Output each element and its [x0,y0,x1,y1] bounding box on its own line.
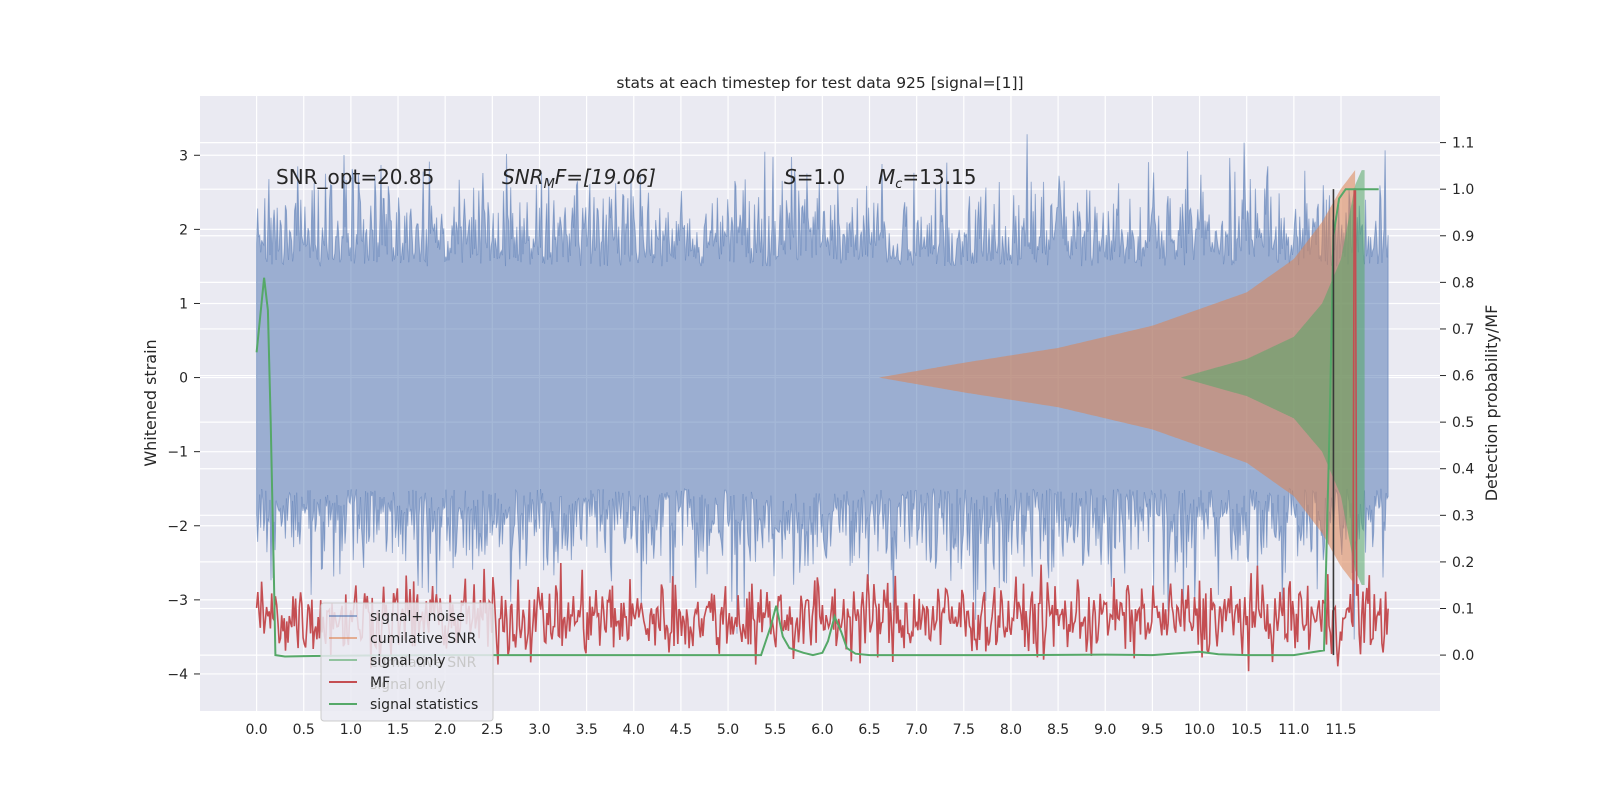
annotation-snr-mf-sub: M [544,177,555,192]
x-tick-label: 10.0 [1184,722,1215,738]
x-tick-label: 3.0 [528,722,550,738]
annotation-s: S=1.0 [784,165,845,189]
chart-title: stats at each timestep for test data 925… [616,74,1023,92]
x-tick-label: 1.5 [387,722,409,738]
annotation-mc: Mc=13.15 [878,165,976,192]
y2-tick-label: 0.3 [1452,508,1474,524]
x-tick-label: 5.5 [764,722,786,738]
series-cumulative-snr [878,170,1356,585]
annotation-snr-opt: SNR_opt=20.85 [276,165,434,189]
x-tick-label: 0.5 [293,722,315,738]
annotation-snr-mf-base: SNR [502,165,544,189]
tick-labels: 0.0 0.5 1.0 1.5 2.0 2.5 3.0 3.5 4.0 4.5 5.0 5.5 6.0 6… [167,136,1474,738]
x-tick-label: 2.0 [434,722,456,738]
y2-tick-label: 0.4 [1452,462,1474,478]
y-tick-label: 0 [179,371,188,387]
x-tick-label: 6.5 [858,722,880,738]
x-tick-label: 3.5 [575,722,597,738]
x-tick-label: 10.5 [1231,722,1262,738]
legend-ghost-label: cumilative SNR [370,655,477,671]
x-tick-label: 2.5 [481,722,503,738]
x-tick-label: 11.0 [1278,722,1309,738]
y2-tick-label: 1.1 [1452,136,1474,152]
annotation-mc-sub: c [895,177,902,192]
annotation-mc-var: M [878,165,895,189]
y2-tick-label: 0.9 [1452,229,1474,245]
annotation-snr-mf: SNRMF=[19.06] [502,165,656,192]
x-tick-label: 8.0 [1000,722,1022,738]
y2-tick-label: 0.6 [1452,369,1474,385]
y2-tick-label: 0.8 [1452,275,1474,291]
annotation-s-var: S [784,165,797,189]
x-tick-label: 5.0 [717,722,739,738]
legend-label-signal-statistics: signal statistics [370,697,478,713]
y2-tick-label: 0.2 [1452,555,1474,571]
legend: cumilative SNR signal only signal+ noise… [320,602,494,722]
annotation-mc-val: =13.15 [902,165,976,189]
x-tick-label: 7.0 [906,722,928,738]
y2-tick-label: 0.0 [1452,648,1474,664]
x-tick-label: 8.5 [1047,722,1069,738]
legend-label-signal-noise: signal+ noise [370,609,465,625]
x-tick-label: 4.0 [623,722,645,738]
y-tick-label: 1 [179,296,188,312]
legend-ghost-label: signal only [370,677,445,693]
legend-label-signal-only: signal only [370,653,445,669]
y2-tick-label: 1.0 [1452,182,1474,198]
annotation-snr-mf-rest: F=[19.06] [555,165,656,189]
x-tick-label: 6.0 [811,722,833,738]
x-tick-label: 4.5 [670,722,692,738]
y-axis-label: Whitened strain [141,339,160,466]
x-tick-label: 11.5 [1325,722,1356,738]
series-signal-statistics [255,188,1379,658]
x-tick-label: 1.0 [340,722,362,738]
y-tick-label: 2 [179,222,188,238]
series-signal-noise [256,134,1389,640]
annotation-s-val: =1.0 [797,165,846,189]
series-signal-only [1180,170,1365,585]
legend-label-cumulative-snr: cumilative SNR [370,631,477,647]
y-tick-label: −2 [167,519,188,535]
x-tick-label: 7.5 [953,722,975,738]
x-tick-label: 0.0 [245,722,267,738]
y2-tick-label: 0.5 [1452,415,1474,431]
y2-axis-label: Detection probability/MF [1482,305,1501,502]
y-tick-label: −4 [167,667,188,683]
series-layer [255,134,1389,672]
legend-label-mf: MF [370,675,390,691]
x-tick-label: 9.0 [1094,722,1116,738]
y-tick-label: −1 [167,445,188,461]
y2-tick-label: 0.1 [1452,602,1474,618]
y2-tick-label: 0.7 [1452,322,1474,338]
legend-box [320,602,494,722]
y-tick-label: −3 [167,593,188,609]
x-tick-label: 9.5 [1141,722,1163,738]
y-tick-label: 3 [179,148,188,164]
